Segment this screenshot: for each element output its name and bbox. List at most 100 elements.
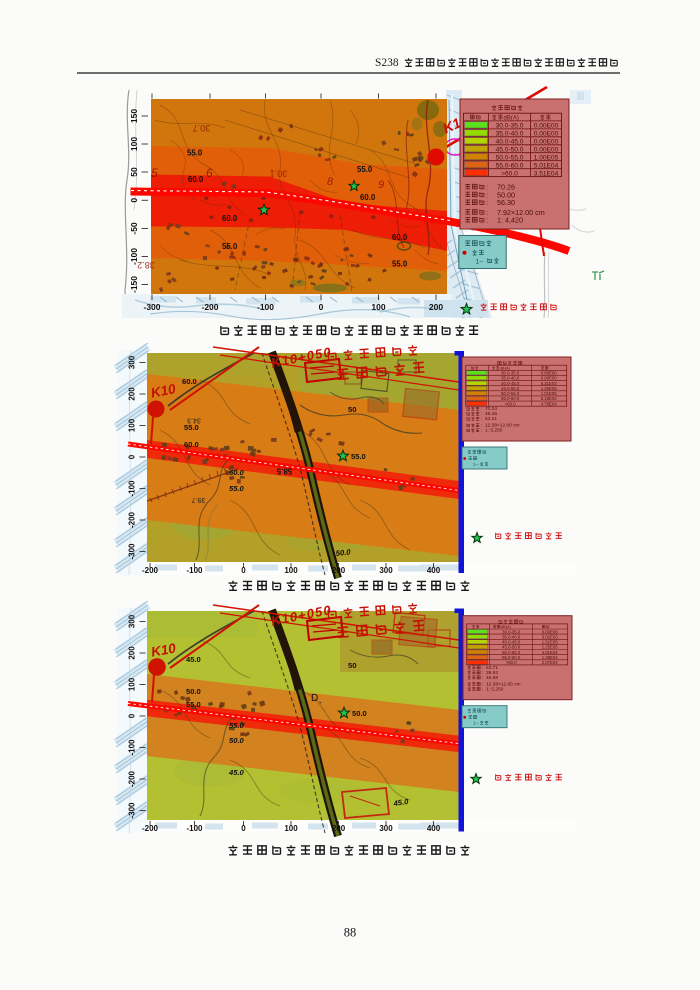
svg-text:38.2: 38.2 [137, 260, 155, 270]
svg-text:0: 0 [129, 198, 139, 203]
svg-text:-200: -200 [142, 824, 159, 833]
svg-text:: 12.38×12.00 cm: : 12.38×12.00 cm [482, 681, 521, 687]
svg-text:45.0: 45.0 [228, 768, 245, 777]
svg-text:300: 300 [379, 566, 393, 575]
svg-text:50: 50 [129, 167, 139, 177]
svg-text:58.5: 58.5 [276, 467, 292, 476]
svg-text:40.0-45.0: 40.0-45.0 [496, 138, 524, 145]
svg-text:-300: -300 [128, 802, 137, 819]
svg-text:: 1: 5,250: : 1: 5,250 [481, 428, 503, 434]
svg-text:>60.0: >60.0 [505, 401, 516, 406]
svg-text:50.0: 50.0 [229, 736, 245, 745]
svg-text:50.0-55.0: 50.0-55.0 [496, 154, 524, 161]
svg-text:60.0: 60.0 [360, 193, 376, 202]
svg-text:9: 9 [378, 179, 384, 191]
svg-text:-200: -200 [142, 566, 159, 575]
svg-text:300: 300 [128, 614, 137, 628]
svg-text:7.92×12.00 cm: 7.92×12.00 cm [497, 208, 545, 217]
svg-text:0.00E00: 0.00E00 [534, 123, 559, 130]
svg-text:30.0-35.0: 30.0-35.0 [496, 123, 524, 130]
svg-text:-100: -100 [129, 248, 139, 265]
svg-text:50: 50 [348, 661, 356, 670]
svg-text:40.0-45.0: 40.0-45.0 [502, 640, 521, 645]
svg-text:1.51E05: 1.51E05 [542, 640, 559, 645]
svg-text:6.15E04: 6.15E04 [541, 396, 558, 401]
svg-text:30.0-35.0: 30.0-35.0 [502, 629, 521, 634]
svg-text:55.0: 55.0 [187, 149, 203, 158]
svg-text:35.0-40.0: 35.0-40.0 [502, 634, 521, 639]
svg-text:: 39.93: : 39.93 [482, 670, 498, 676]
svg-text:55.0: 55.0 [186, 700, 201, 709]
svg-text:200: 200 [332, 566, 346, 575]
svg-text:、: 、 [319, 698, 326, 705]
svg-text:100: 100 [128, 418, 137, 432]
svg-text:35.0-40.0: 35.0-40.0 [496, 131, 524, 138]
svg-text:6: 6 [206, 166, 213, 180]
svg-text:0.00E00: 0.00E00 [534, 146, 559, 153]
svg-text:8: 8 [327, 176, 334, 188]
svg-text:2.07E04: 2.07E04 [542, 660, 559, 665]
svg-text:D: D [311, 693, 318, 704]
svg-text:50.00: 50.00 [497, 190, 515, 199]
svg-text:35.0-40.0: 35.0-40.0 [501, 376, 520, 381]
svg-text:dB(A): dB(A) [501, 624, 512, 629]
svg-text::: : [486, 198, 488, 207]
svg-text:55.0: 55.0 [351, 452, 366, 461]
svg-text::: : [486, 190, 488, 199]
svg-text:300: 300 [379, 824, 393, 833]
svg-text:150: 150 [129, 109, 139, 123]
svg-text:0: 0 [319, 302, 324, 312]
svg-text:4.01E04: 4.01E04 [542, 650, 559, 655]
svg-text:60.0: 60.0 [188, 175, 204, 184]
svg-text:55.0-60.0: 55.0-60.0 [501, 396, 520, 401]
svg-text::: : [486, 208, 488, 217]
svg-text:55.0-60.0: 55.0-60.0 [502, 655, 521, 660]
svg-text:K10: K10 [150, 381, 178, 401]
svg-text:: 53.21: : 53.21 [481, 416, 497, 422]
svg-text:45.0-50.0: 45.0-50.0 [502, 645, 521, 650]
svg-text:-100: -100 [257, 302, 274, 312]
svg-text:1.01E05: 1.01E05 [541, 391, 558, 396]
svg-text:100: 100 [284, 824, 298, 833]
svg-text:-200: -200 [128, 770, 137, 787]
svg-text:-300: -300 [128, 543, 137, 560]
svg-text:3.51E04: 3.51E04 [534, 170, 559, 177]
svg-text:-200: -200 [128, 511, 137, 528]
svg-text:0.00E00: 0.00E00 [542, 629, 559, 634]
svg-text:1.25E05: 1.25E05 [541, 386, 558, 391]
svg-text::: : [486, 216, 488, 225]
svg-text:34.3: 34.3 [187, 417, 201, 424]
svg-text:60.0: 60.0 [392, 233, 408, 242]
svg-text:: 46.68: : 46.68 [482, 675, 498, 681]
svg-text:1.00E05: 1.00E05 [534, 154, 559, 161]
svg-text:200: 200 [429, 302, 443, 312]
svg-text:5: 5 [151, 166, 158, 180]
svg-text:200: 200 [128, 387, 137, 401]
svg-text:30.7: 30.7 [193, 123, 211, 133]
svg-text:3.02E03: 3.02E03 [542, 634, 559, 639]
svg-text:55.0: 55.0 [222, 242, 238, 251]
svg-text:: 12.38×12.00 cm: : 12.38×12.00 cm [481, 423, 520, 429]
svg-text:-100: -100 [186, 824, 203, 833]
svg-text:50.0: 50.0 [335, 547, 351, 558]
svg-text:60.0: 60.0 [184, 440, 199, 449]
svg-text:dB(A): dB(A) [504, 116, 519, 122]
svg-text:30.0-35.0: 30.0-35.0 [501, 371, 520, 376]
svg-text:50: 50 [348, 405, 356, 414]
svg-text:400: 400 [427, 824, 441, 833]
svg-text:55.0: 55.0 [229, 484, 245, 493]
svg-text:45.0-50.0: 45.0-50.0 [501, 386, 520, 391]
svg-text:4.78E04: 4.78E04 [541, 401, 558, 406]
svg-text:-200: -200 [201, 302, 218, 312]
svg-text:>60.0: >60.0 [506, 660, 517, 665]
svg-text:45.0: 45.0 [186, 655, 201, 664]
svg-text:70.26: 70.26 [497, 183, 515, 192]
svg-text:dB(A): dB(A) [500, 366, 511, 371]
svg-text:39.7: 39.7 [192, 496, 206, 503]
svg-text:400: 400 [427, 566, 441, 575]
svg-text:K10: K10 [150, 640, 177, 659]
svg-text:100: 100 [371, 302, 385, 312]
svg-text:0.00E00: 0.00E00 [541, 371, 558, 376]
svg-text:200: 200 [128, 646, 137, 660]
svg-text:: 63.71: : 63.71 [482, 665, 498, 671]
